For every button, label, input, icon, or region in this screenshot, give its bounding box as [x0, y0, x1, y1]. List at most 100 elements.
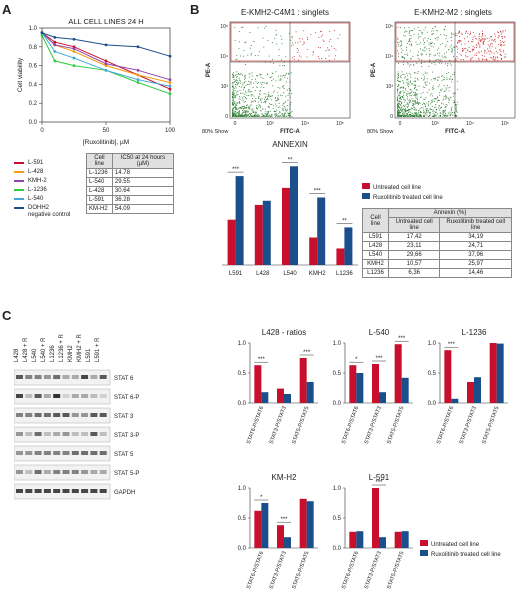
chart-a-xlabel: [Ruxolitinib], µM — [83, 139, 129, 146]
flow-dot — [262, 81, 264, 83]
flow-dot — [441, 102, 442, 104]
flow-dot — [264, 115, 266, 117]
flow-dot-red — [496, 56, 498, 58]
flow-dot — [400, 87, 402, 89]
ratio-legend-swatch-treated — [420, 550, 428, 556]
flow-dot — [415, 102, 417, 104]
flow-dot-red — [484, 35, 486, 37]
flow-dot-red — [486, 52, 488, 54]
flow-dot — [259, 73, 261, 75]
blot-band — [81, 375, 89, 379]
table-row: L-591 36.28 — [86, 195, 175, 205]
flow-dot — [424, 82, 426, 84]
flow-dot — [456, 115, 458, 117]
flow-dot — [419, 59, 421, 61]
flow-dot-red — [334, 58, 336, 60]
flow-ytick: 10⁵ — [385, 24, 393, 30]
flow-dot — [244, 76, 246, 78]
flow-dot — [446, 85, 448, 86]
flow-dot — [398, 115, 400, 117]
flow-dot — [402, 114, 404, 116]
flow-dot-red — [306, 37, 308, 38]
flow-dot — [259, 105, 261, 106]
flow-dot — [267, 114, 269, 116]
flow-dot — [439, 115, 441, 117]
flow-dot — [254, 55, 256, 57]
flow-dot — [403, 111, 405, 113]
flow-dot — [281, 113, 283, 115]
flow-dot — [290, 115, 291, 116]
flow-dot-red — [465, 47, 467, 49]
flow-dot — [239, 107, 240, 109]
flow-dot — [255, 115, 257, 116]
flow-dot — [398, 41, 400, 43]
ratio-xtick-label: STAT3-P/STAT3 — [269, 406, 288, 445]
blot-band — [71, 432, 79, 436]
flow-dot — [281, 95, 283, 96]
flow-dot — [435, 103, 437, 105]
flow-dot-red — [500, 58, 502, 60]
flow-dot — [234, 89, 236, 91]
flow-dot — [426, 40, 428, 42]
blot-band — [99, 451, 107, 455]
flow-dot — [450, 37, 452, 39]
flow-dot — [454, 92, 456, 94]
flow-dot — [440, 34, 442, 36]
flow-dot — [421, 62, 423, 64]
flow-dot — [291, 45, 292, 47]
flow-dot — [404, 113, 406, 115]
flow-dot — [397, 114, 399, 116]
flow-dot — [441, 88, 443, 90]
flow-dot — [430, 103, 432, 105]
flow-dot — [261, 113, 263, 115]
flow-dot — [280, 75, 281, 77]
chart-b-xtick-label: L1236 — [336, 271, 353, 277]
flow-dot — [242, 26, 244, 28]
flow-dot — [416, 102, 418, 104]
flow-dot — [256, 107, 257, 109]
table-cell: 30.64 — [111, 186, 175, 196]
chart-a-series-line — [41, 35, 171, 95]
bar-untreated — [309, 237, 318, 265]
flow-dot-red — [291, 37, 293, 39]
flow-dot — [248, 114, 250, 116]
legend-swatch — [14, 197, 24, 200]
flow-dot — [254, 115, 256, 117]
flow-dot-red — [465, 56, 467, 58]
flow-dot — [238, 112, 240, 114]
flow-dot — [411, 35, 413, 37]
flow-dot — [259, 94, 261, 96]
flow-dot-red — [335, 49, 337, 51]
blot-strip — [13, 464, 111, 481]
flow-dot-red — [469, 34, 471, 36]
flow-dot — [235, 115, 237, 117]
flow-dot — [454, 71, 456, 73]
chart-b-xtick-label: L591 — [229, 271, 243, 277]
flow-dot — [454, 104, 456, 105]
flow-dot — [254, 112, 256, 114]
flow-dot — [442, 113, 444, 115]
flow-dot — [419, 113, 421, 115]
flow-dot — [423, 29, 425, 31]
ratio-sig-label: * — [355, 357, 358, 363]
flow-dot — [257, 113, 259, 115]
ratio-bar-untreated — [299, 358, 307, 403]
flow-dot-red — [472, 48, 473, 50]
flow-dot-red — [333, 30, 335, 31]
flow-dot-red — [459, 40, 461, 42]
flow-dot — [431, 93, 433, 95]
flow-dot — [251, 94, 253, 96]
blot-band — [81, 413, 89, 417]
flow-dot-red — [470, 51, 472, 53]
ratio-sig-label: * — [260, 495, 263, 501]
flow-dot-red — [487, 37, 489, 39]
flow-dot — [398, 114, 400, 116]
flow-dot — [441, 79, 443, 81]
flow-dot — [258, 97, 260, 99]
flow-dot — [249, 81, 251, 83]
legend-label-untreated: Untreated cell line — [373, 185, 422, 191]
flow-dot-red — [478, 58, 480, 60]
table-row: KM-H2 54.09 — [86, 204, 175, 214]
flow-dot — [241, 113, 243, 115]
blot-band — [99, 375, 107, 379]
